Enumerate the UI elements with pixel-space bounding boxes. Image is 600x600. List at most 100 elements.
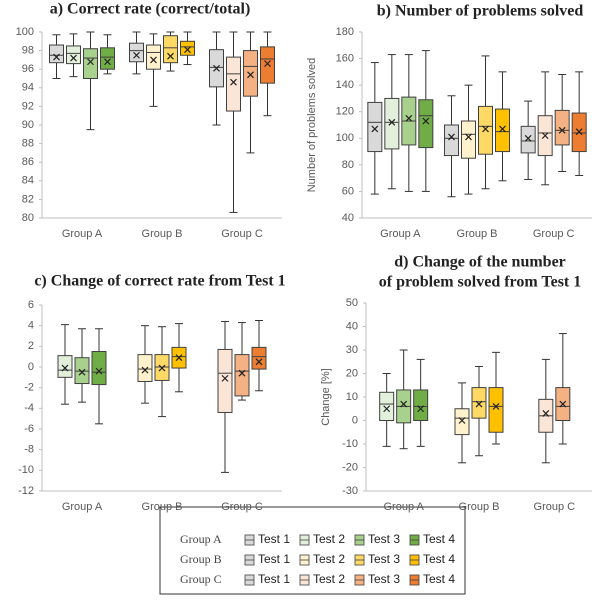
mean-marker	[492, 402, 500, 410]
box-plot	[217, 321, 233, 473]
box-plot	[129, 31, 144, 75]
box-plot	[520, 100, 536, 180]
box-plot	[83, 31, 98, 131]
y-tick-label: 88	[22, 138, 34, 150]
y-tick-label: -20	[342, 461, 358, 473]
box-plot	[243, 31, 258, 154]
mean-marker	[87, 58, 94, 66]
box-plot	[461, 84, 476, 195]
y-tick-label: -8	[24, 444, 34, 456]
x-tick-label: Group C	[221, 501, 263, 513]
mean-marker	[184, 46, 191, 54]
legend-label: Test 3	[368, 552, 400, 566]
box-plot	[555, 333, 571, 445]
y-tick-label: 84	[22, 175, 34, 187]
mean-marker	[541, 132, 549, 140]
box	[163, 35, 178, 64]
box	[217, 348, 233, 413]
y-tick-label: 60	[342, 185, 354, 197]
mean-marker	[61, 364, 69, 372]
x-tick-label: Group A	[62, 228, 103, 240]
y-tick-label: -10	[18, 464, 34, 476]
legend-row-label: Group A	[180, 532, 222, 546]
box-plot	[413, 358, 429, 447]
y-tick-label: 0	[352, 414, 358, 426]
y-axis-label: Change [%]	[320, 368, 332, 425]
mean-marker	[255, 358, 263, 366]
mean-marker	[542, 410, 550, 417]
box-plot	[154, 326, 170, 418]
y-axis-label: Number of problems solved	[306, 58, 318, 193]
box	[418, 99, 434, 149]
y-tick-label: -4	[24, 402, 34, 414]
mean-marker	[559, 400, 567, 408]
x-tick-label: Group B	[142, 501, 183, 513]
mean-marker	[70, 54, 77, 62]
y-tick-label: 92	[22, 100, 34, 112]
box	[495, 108, 510, 153]
box-plot	[396, 349, 412, 450]
x-tick-label: Group C	[533, 228, 575, 240]
legend-row-label: Group B	[180, 552, 222, 566]
y-tick-label: 100	[16, 26, 34, 38]
y-tick-label: -12	[18, 485, 34, 497]
box-plot	[379, 373, 395, 447]
mean-marker	[422, 117, 430, 125]
y-tick-label: 94	[22, 82, 34, 94]
box	[66, 45, 81, 65]
box-plot	[180, 31, 195, 66]
box	[234, 354, 250, 397]
y-tick-label: 4	[28, 320, 34, 332]
mean-marker	[558, 126, 566, 134]
x-tick-label: Group C	[221, 228, 263, 240]
box	[444, 124, 459, 157]
mean-marker	[417, 405, 425, 413]
box	[74, 357, 90, 385]
y-tick-label: 80	[22, 212, 34, 224]
y-tick-label: 0	[28, 361, 34, 373]
box	[488, 387, 504, 433]
y-tick-label: 40	[346, 320, 358, 332]
y-tick-label: 180	[336, 26, 354, 38]
mean-marker	[104, 58, 111, 66]
y-tick-label: 80	[342, 159, 354, 171]
box	[226, 56, 241, 112]
y-tick-label: 120	[336, 106, 354, 118]
y-tick-label: 86	[22, 156, 34, 168]
y-tick-label: 82	[22, 193, 34, 205]
legend-label: Test 1	[258, 572, 290, 586]
box	[243, 50, 258, 97]
box-plot	[478, 55, 493, 190]
box-plot	[384, 54, 400, 190]
legend-label: Test 3	[368, 532, 400, 546]
mean-marker	[465, 133, 472, 141]
mean-marker	[158, 364, 166, 372]
box	[554, 109, 570, 146]
mean-marker	[475, 400, 483, 408]
legend-row-label: Group C	[180, 572, 222, 586]
box	[83, 48, 98, 80]
box-plot	[100, 34, 115, 75]
box-plot	[57, 324, 73, 405]
box	[137, 354, 153, 382]
box-plot	[554, 74, 570, 172]
x-tick-label: Group B	[457, 228, 498, 240]
y-tick-label: 90	[22, 119, 34, 131]
y-tick-label: 140	[336, 79, 354, 91]
legend-label: Test 2	[313, 572, 345, 586]
box-plot	[146, 33, 161, 107]
box	[91, 351, 107, 386]
mean-marker	[264, 60, 271, 68]
mean-marker	[230, 78, 237, 86]
mean-marker	[238, 369, 246, 377]
y-tick-label: 30	[346, 344, 358, 356]
box-plot	[401, 54, 417, 192]
mean-marker	[175, 354, 183, 362]
box	[146, 44, 161, 70]
mean-marker	[95, 367, 103, 375]
mean-marker	[247, 71, 254, 79]
legend-label: Test 2	[313, 532, 345, 546]
box-plot	[163, 31, 178, 72]
